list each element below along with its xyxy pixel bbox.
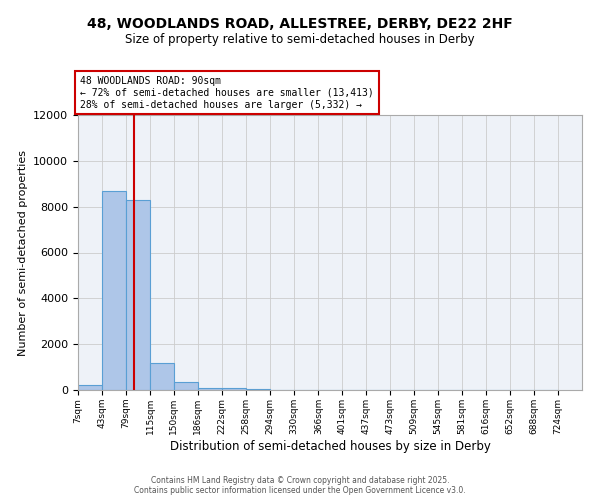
Bar <box>222 388 246 390</box>
Bar <box>126 200 150 390</box>
Text: Size of property relative to semi-detached houses in Derby: Size of property relative to semi-detach… <box>125 32 475 46</box>
Bar <box>198 388 222 390</box>
Y-axis label: Number of semi-detached properties: Number of semi-detached properties <box>17 150 28 356</box>
Bar <box>174 382 198 390</box>
Text: 48, WOODLANDS ROAD, ALLESTREE, DERBY, DE22 2HF: 48, WOODLANDS ROAD, ALLESTREE, DERBY, DE… <box>87 18 513 32</box>
Text: 48 WOODLANDS ROAD: 90sqm
← 72% of semi-detached houses are smaller (13,413)
28% : 48 WOODLANDS ROAD: 90sqm ← 72% of semi-d… <box>80 76 374 110</box>
Bar <box>102 190 126 390</box>
Text: Contains HM Land Registry data © Crown copyright and database right 2025.
Contai: Contains HM Land Registry data © Crown c… <box>134 476 466 495</box>
Bar <box>78 386 102 390</box>
Bar <box>150 362 174 390</box>
X-axis label: Distribution of semi-detached houses by size in Derby: Distribution of semi-detached houses by … <box>170 440 490 452</box>
Bar <box>246 389 270 390</box>
